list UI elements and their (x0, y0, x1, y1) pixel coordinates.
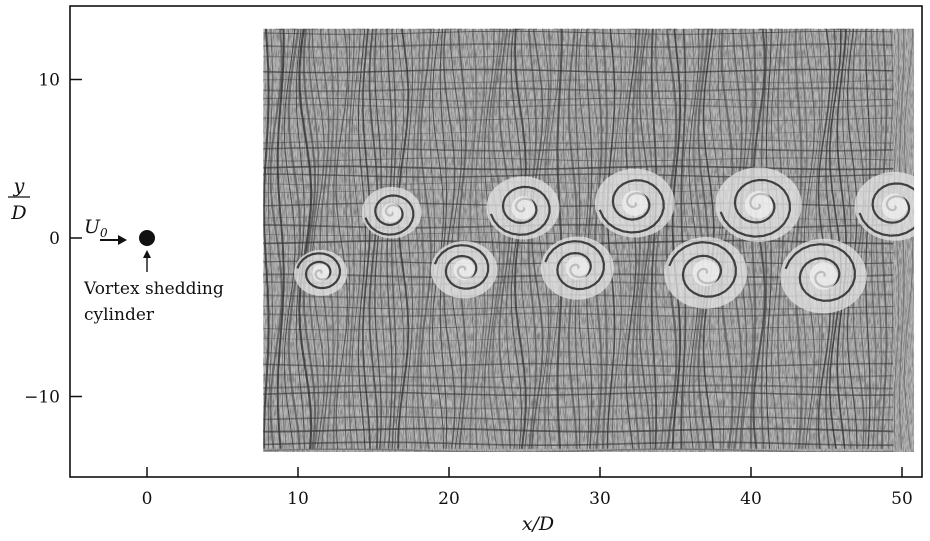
vortex-eye (382, 203, 402, 223)
vortex-eye (511, 196, 535, 220)
y-axis-ticks: 10 0 −10 (24, 71, 82, 408)
cylinder-marker (139, 230, 155, 246)
x-axis-ticks: 0 10 20 30 40 50 (142, 467, 913, 509)
x-tick-label: 10 (287, 489, 309, 509)
vortex-eye (453, 259, 475, 281)
vortex-eye (312, 264, 330, 282)
x-tick-label: 40 (740, 489, 762, 509)
vortex-eye (565, 256, 589, 280)
flow-velocity-label: U0 (84, 216, 108, 240)
flow-arrow-head (118, 235, 127, 245)
x-tick-label: 0 (142, 489, 153, 509)
y-tick-label: 0 (49, 229, 60, 249)
y-axis-label-numerator: y (13, 175, 25, 197)
vortex-eye (622, 190, 648, 216)
cylinder-label-line-1: Vortex shedding (83, 279, 224, 299)
vortex-eye (881, 193, 908, 219)
y-tick-label: 10 (38, 71, 60, 91)
wake-photograph (263, 28, 915, 452)
x-tick-label: 50 (891, 489, 913, 509)
x-tick-label: 30 (589, 489, 611, 509)
vortex-street (294, 167, 915, 314)
x-tick-label: 20 (438, 489, 460, 509)
plot-frame (69, 5, 923, 478)
y-tick-label: −10 (24, 388, 60, 408)
cylinder-pointer-head (143, 250, 151, 258)
vortex-eye (809, 262, 838, 290)
y-axis-label-denominator: D (10, 202, 26, 224)
x-axis-label: x/D (522, 513, 554, 535)
vortex-eye (744, 190, 773, 219)
cylinder-label-line-2: cylinder (84, 305, 155, 325)
flow-velocity-subscript: 0 (100, 226, 108, 240)
vortex-eye (692, 259, 719, 287)
